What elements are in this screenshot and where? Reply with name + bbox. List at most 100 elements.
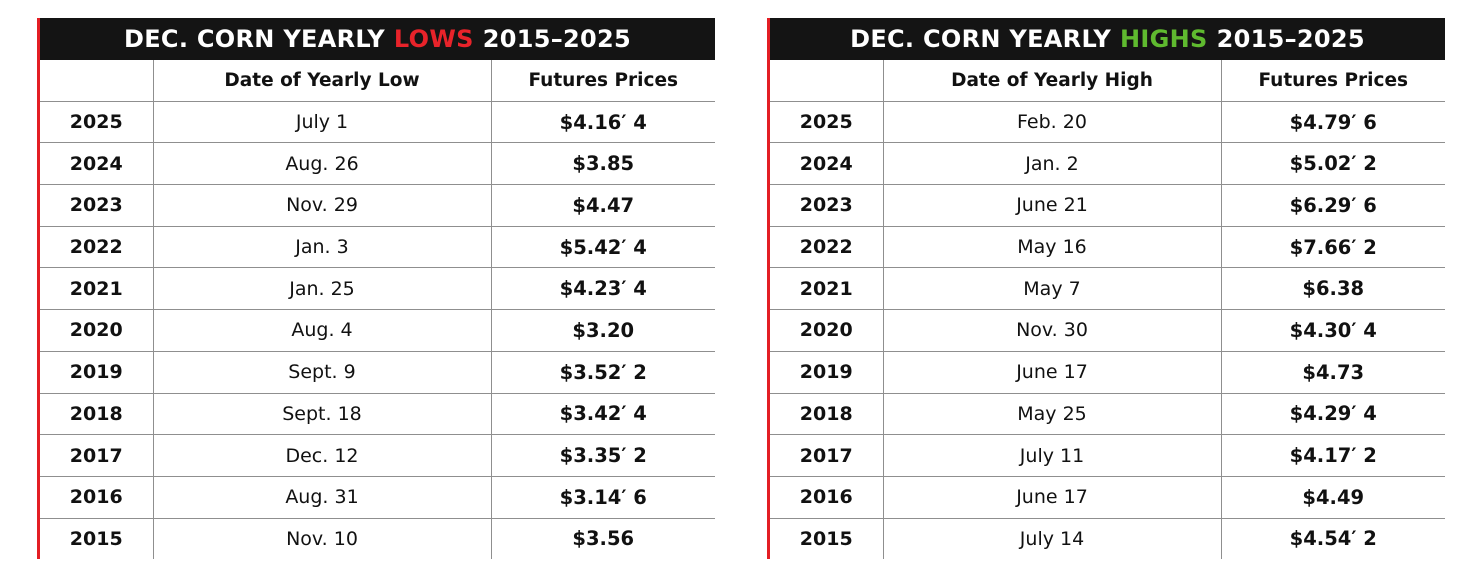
header-cell: Futures Prices [490, 60, 715, 102]
data-row: 2023 June 21 $6.29′ 6 [770, 184, 1445, 227]
title-lead: DEC. CORN YEARLY [123, 25, 385, 53]
year-cell: 2017 [40, 434, 153, 477]
year-cell: 2020 [770, 309, 883, 352]
year-cell: 2016 [40, 476, 153, 519]
data-row: 2024 Jan. 2 $5.02′ 2 [770, 142, 1445, 186]
date-cell: Nov. 10 [152, 518, 491, 560]
header-cell: Futures Prices [1220, 60, 1445, 102]
data-row: 2018 Sept. 18 $3.42′ 4 [40, 393, 715, 436]
data-row: 2017 Dec. 12 $3.35′ 2 [40, 434, 715, 477]
date-cell: May 25 [882, 393, 1221, 436]
date-cell: Aug. 26 [152, 142, 491, 186]
title-lead: DEC. CORN YEARLY [850, 25, 1111, 53]
date-cell: Aug. 31 [152, 476, 491, 519]
year-cell: 2024 [770, 142, 883, 186]
data-row: 2022 Jan. 3 $5.42′ 4 [40, 226, 715, 269]
header-cell: Date of Yearly High [882, 60, 1221, 102]
data-row: 2019 Sept. 9 $3.52′ 2 [40, 351, 715, 394]
year-cell: 2015 [69, 527, 123, 550]
title-tail: 2015–2025 [1216, 25, 1365, 53]
date-cell: Dec. 12 [152, 434, 491, 477]
price-cell: $6.29′ 6 [1220, 184, 1445, 227]
year-cell: 2025 [770, 101, 883, 144]
title-highlight: HIGHS [1120, 25, 1208, 53]
data-row: 2016 June 17 $4.49 [770, 476, 1445, 519]
year-cell: 2022 [770, 226, 883, 269]
price-cell: $6.38 [1220, 267, 1445, 311]
price-cell: $4.73 [1220, 351, 1445, 394]
price-cell: $3.20 [490, 309, 715, 352]
data-row: 2023 Nov. 29 $4.47 [40, 184, 715, 227]
header-cell [40, 60, 153, 102]
date-cell: Aug. 4 [152, 309, 491, 352]
date-cell: June 21 [882, 184, 1221, 227]
data-row: 2022 May 16 $7.66′ 2 [770, 226, 1445, 269]
price-cell: $4.17′ 2 [1220, 434, 1445, 477]
price-cell: $3.52′ 2 [490, 351, 715, 394]
year-cell: 2018 [770, 393, 883, 436]
data-row: 2021 Jan. 25 $4.23′ 4 [40, 267, 715, 311]
data-row: 2015 July 14 $4.54′ 2 [770, 518, 1445, 560]
table-title: DEC. CORN YEARLY HIGHS 2015–2025 [770, 18, 1445, 60]
date-cell: Nov. 30 [882, 309, 1221, 352]
price-cell: $4.23′ 4 [490, 267, 715, 311]
year-cell: 2015 [799, 527, 853, 550]
price-cell: $4.16′ 4 [490, 101, 715, 144]
year-cell: 2016 [770, 476, 883, 519]
data-table: Date of Yearly Low Futures Prices 2025 July… [40, 60, 715, 560]
year-cell: 2023 [40, 184, 153, 227]
year-cell: 2021 [770, 267, 883, 311]
header-row: Date of Yearly High Futures Prices [770, 60, 1445, 102]
year-cell: 2023 [770, 184, 883, 227]
data-row: 2020 Aug. 4 $3.20 [40, 309, 715, 352]
price-cell: $4.29′ 4 [1220, 393, 1445, 436]
data-row: 2019 June 17 $4.73 [770, 351, 1445, 394]
table-title: DEC. CORN YEARLY LOWS 2015–2025 [40, 18, 715, 60]
header-row: Date of Yearly Low Futures Prices [40, 60, 715, 102]
price-cell: $4.49 [1220, 476, 1445, 519]
data-row: 2018 May 25 $4.29′ 4 [770, 393, 1445, 436]
date-cell: July 1 [152, 101, 491, 144]
highs-table: DEC. CORN YEARLY HIGHS 2015–2025 Date of Ye… [767, 18, 1445, 560]
lows-table: DEC. CORN YEARLY LOWS 2015–2025 Date of Yea… [37, 18, 715, 560]
price-cell: $4.54′ 2 [1220, 518, 1445, 560]
header-cell [770, 60, 883, 102]
price-cell: $3.35′ 2 [490, 434, 715, 477]
data-row: 2021 May 7 $6.38 [770, 267, 1445, 311]
date-cell: Nov. 29 [152, 184, 491, 227]
date-cell: Jan. 2 [882, 142, 1221, 186]
data-row: 2020 Nov. 30 $4.30′ 4 [770, 309, 1445, 352]
title-tail: 2015–2025 [482, 25, 631, 53]
price-cell: $7.66′ 2 [1220, 226, 1445, 269]
year-cell: 2022 [40, 226, 153, 269]
year-cell: 2024 [40, 142, 153, 186]
year-cell: 2018 [40, 393, 153, 436]
price-cell: $5.42′ 4 [490, 226, 715, 269]
data-row: 2024 Aug. 26 $3.85 [40, 142, 715, 186]
price-cell: $4.47 [490, 184, 715, 227]
price-cell: $4.30′ 4 [1220, 309, 1445, 352]
year-cell: 2017 [770, 434, 883, 477]
data-row: 2016 Aug. 31 $3.14′ 6 [40, 476, 715, 519]
data-row: 2017 July 11 $4.17′ 2 [770, 434, 1445, 477]
data-row: 2015 Nov. 10 $3.56 [40, 518, 715, 560]
year-cell: 2019 [770, 351, 883, 394]
price-cell: $3.14′ 6 [490, 476, 715, 519]
price-cell: $3.85 [490, 142, 715, 186]
date-cell: Jan. 3 [152, 226, 491, 269]
date-cell: June 17 [882, 476, 1221, 519]
price-cell: $5.02′ 2 [1220, 142, 1445, 186]
year-cell: 2019 [40, 351, 153, 394]
price-cell: $4.79′ 6 [1220, 101, 1445, 144]
price-cell: $3.42′ 4 [490, 393, 715, 436]
data-row: 2025 Feb. 20 $4.79′ 6 [770, 101, 1445, 144]
year-cell: 2025 [40, 101, 153, 144]
title-highlight: LOWS [393, 25, 474, 53]
data-table: Date of Yearly High Futures Prices 2025 Feb… [770, 60, 1445, 560]
date-cell: Sept. 9 [152, 351, 491, 394]
date-cell: July 14 [882, 518, 1221, 560]
date-cell: Feb. 20 [882, 101, 1221, 144]
date-cell: May 16 [882, 226, 1221, 269]
year-cell: 2020 [40, 309, 153, 352]
